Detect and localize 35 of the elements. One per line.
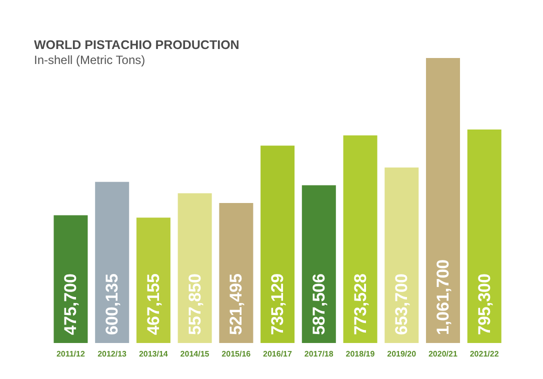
bar (260, 146, 295, 343)
data-label: 795,300 (474, 274, 494, 335)
bar (426, 58, 460, 343)
bar (302, 185, 336, 343)
data-label: 587,506 (309, 274, 328, 335)
bar (219, 203, 254, 343)
data-label: 521,495 (226, 274, 246, 335)
x-tick-label: 2013/14 (138, 350, 168, 359)
x-tick-label: 2019/20 (387, 350, 417, 359)
bar (384, 168, 419, 343)
x-tick-label: 2015/16 (222, 350, 252, 359)
data-label: 653,700 (392, 274, 412, 335)
bar (136, 218, 170, 343)
data-label: 600,135 (102, 274, 122, 335)
x-tick-label: 2021/22 (470, 350, 500, 359)
x-tick-label: 2016/17 (263, 350, 293, 359)
x-tick-label: 2017/18 (304, 350, 334, 359)
x-tick-label: 2018/19 (346, 350, 376, 359)
data-label: 735,129 (268, 274, 288, 335)
x-tick-label: 2012/13 (98, 350, 128, 359)
data-label: 475,700 (61, 274, 80, 335)
x-tick-label: 2011/12 (56, 350, 86, 359)
data-label: 557,850 (185, 274, 204, 335)
bar (467, 130, 502, 343)
data-label: 773,528 (350, 274, 370, 335)
bar (343, 135, 378, 343)
data-label: 467,155 (144, 274, 163, 335)
bar (95, 182, 130, 343)
chart-title: WORLD PISTACHIO PRODUCTION (34, 38, 240, 52)
x-tick-label: 2020/21 (428, 350, 458, 359)
bar (178, 193, 212, 343)
bar (54, 215, 88, 343)
data-label: 1,061,700 (433, 259, 452, 335)
x-tick-label: 2014/15 (180, 350, 210, 359)
chart-subtitle: In-shell (Metric Tons) (34, 53, 146, 67)
